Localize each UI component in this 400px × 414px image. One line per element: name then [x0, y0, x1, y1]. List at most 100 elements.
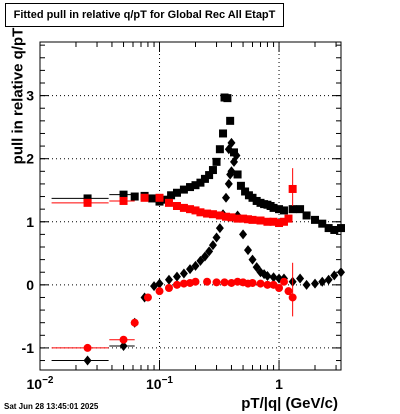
data-point-circle — [227, 278, 236, 287]
data-point-square — [275, 219, 284, 228]
data-point-circle — [83, 343, 92, 352]
data-point-diamond — [239, 229, 248, 240]
data-point-circle — [248, 278, 257, 287]
y-tick-label: 0 — [26, 277, 34, 293]
data-point-square — [160, 195, 169, 204]
data-point-circle — [256, 279, 265, 288]
data-point-square — [140, 193, 149, 202]
y-tick-label: 2 — [26, 151, 34, 167]
data-point-diamond — [296, 273, 305, 284]
data-point-square — [288, 205, 297, 214]
data-point-diamond — [155, 278, 164, 289]
data-point-circle — [288, 293, 297, 302]
data-point-square — [219, 129, 228, 138]
data-point-square — [119, 190, 128, 199]
data-point-square — [215, 145, 224, 154]
data-point-diamond — [196, 255, 205, 266]
data-point-square — [130, 192, 139, 201]
data-point-square — [119, 196, 128, 205]
data-point-circle — [203, 277, 212, 286]
data-point-square — [230, 148, 239, 157]
data-point-square — [284, 214, 293, 223]
data-point-square — [191, 206, 200, 215]
data-point-circle — [220, 278, 229, 287]
chart-title: Fitted pull in relative q/pT for Global … — [5, 3, 284, 27]
data-point-circle — [212, 278, 221, 287]
data-point-square — [164, 198, 173, 207]
data-point-square — [179, 185, 188, 194]
data-point-diamond — [318, 276, 327, 287]
data-point-circle — [130, 318, 139, 327]
data-point-circle — [155, 287, 164, 296]
data-point-diamond — [263, 271, 272, 282]
data-point-square — [337, 224, 345, 233]
data-point-square — [186, 183, 195, 192]
data-point-square — [148, 194, 157, 203]
data-point-square — [205, 171, 214, 180]
data-point-diamond — [179, 268, 188, 279]
x-tick-exponent: −1 — [162, 375, 174, 386]
data-point-square — [167, 191, 176, 200]
x-tick-label: 10−1 — [146, 375, 173, 392]
data-point-diamond — [226, 169, 235, 180]
data-point-square — [269, 203, 278, 212]
x-axis-label: pT/|q| (GeV/c) — [241, 395, 338, 412]
data-point-diamond — [215, 223, 224, 234]
data-point-square — [212, 157, 221, 166]
data-point-square — [243, 215, 252, 224]
data-point-diamond — [243, 245, 252, 256]
data-point-diamond — [119, 341, 128, 352]
data-point-square — [196, 208, 205, 217]
data-point-square — [203, 209, 212, 218]
data-point-square — [172, 202, 181, 210]
data-point-square — [236, 181, 245, 190]
data-point-square — [222, 212, 231, 221]
data-point-diamond — [324, 274, 333, 285]
x-tick-exponent: −2 — [42, 375, 54, 386]
x-tick-label: 1 — [275, 376, 283, 392]
data-point-square — [330, 225, 339, 234]
data-point-square — [208, 210, 217, 219]
data-point-circle — [164, 284, 173, 292]
data-point-square — [223, 94, 232, 103]
data-point-square — [226, 116, 235, 125]
y-tick-label: 1 — [26, 214, 34, 230]
data-point-diamond — [200, 251, 209, 262]
data-point-diamond — [232, 150, 241, 161]
data-point-circle — [284, 287, 293, 296]
data-point-square — [256, 216, 265, 225]
data-point-diamond — [224, 178, 233, 189]
data-point-square — [248, 193, 257, 202]
data-point-square — [324, 224, 333, 233]
data-point-square — [288, 184, 297, 193]
data-point-square — [233, 170, 242, 179]
data-point-diamond — [212, 232, 221, 243]
data-point-square — [179, 203, 188, 212]
x-tick-label: 10−2 — [27, 375, 54, 392]
data-point-square — [275, 205, 284, 214]
y-tick-label: -1 — [22, 340, 35, 356]
data-point-square — [186, 205, 195, 214]
data-point-diamond — [224, 144, 233, 155]
data-point-circle — [275, 284, 284, 292]
data-point-square — [318, 219, 327, 228]
data-point-diamond — [164, 274, 173, 285]
data-point-square — [227, 213, 236, 222]
data-point-square — [311, 215, 320, 224]
data-point-square — [296, 205, 305, 214]
data-point-square — [196, 178, 205, 187]
plot-frame — [39, 41, 342, 371]
y-axis-label: pull in relative q/pT — [9, 27, 27, 165]
data-point-circle — [263, 280, 272, 289]
data-point-circle — [119, 335, 128, 344]
data-point-diamond — [311, 278, 320, 289]
data-point-diamond — [337, 267, 345, 278]
data-point-square — [263, 217, 272, 226]
data-point-diamond — [269, 272, 278, 283]
data-point-square — [302, 211, 311, 220]
data-point-square — [208, 166, 217, 175]
data-point-square — [279, 206, 288, 215]
data-point-diamond — [191, 260, 200, 271]
